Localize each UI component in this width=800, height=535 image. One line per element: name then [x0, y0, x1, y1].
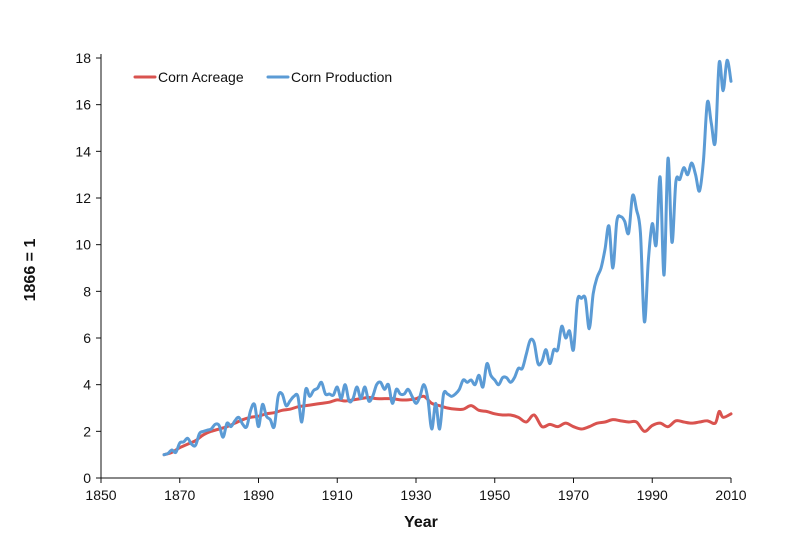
x-axis-title: Year — [404, 514, 438, 531]
y-tick-label: 16 — [75, 97, 91, 113]
legend-label-corn-acreage: Corn Acreage — [158, 69, 244, 85]
x-tick-label: 2010 — [715, 487, 746, 503]
y-tick-label: 4 — [83, 377, 91, 393]
x-tick-label: 1990 — [637, 487, 668, 503]
y-tick-label: 14 — [75, 143, 91, 159]
y-tick-label: 0 — [83, 470, 91, 486]
x-tick-label: 1970 — [558, 487, 589, 503]
y-tick-label: 10 — [75, 237, 91, 253]
x-tick-label: 1850 — [85, 487, 116, 503]
x-tick-label: 1930 — [400, 487, 431, 503]
y-tick-label: 18 — [75, 50, 91, 66]
series-lines — [162, 58, 733, 457]
legend-label-corn-production: Corn Production — [291, 69, 392, 85]
y-tick-label: 6 — [83, 330, 91, 346]
series-line-corn-acreage — [162, 394, 733, 457]
x-tick-label: 1950 — [479, 487, 510, 503]
y-axis-title: 1866 = 1 — [22, 239, 39, 302]
y-tick-label: 8 — [83, 283, 91, 299]
x-tick-label: 1910 — [322, 487, 353, 503]
legend: Corn Acreage Corn Production — [133, 69, 392, 85]
axes: 0 2 4 6 8 10 12 14 16 18 1850 1870 1890 1910 1930 1950 1… — [75, 50, 746, 503]
x-tick-label: 1870 — [164, 487, 195, 503]
x-tick-label: 1890 — [243, 487, 274, 503]
series-line-corn-production — [162, 58, 733, 457]
y-tick-label: 12 — [75, 190, 91, 206]
y-tick-label: 2 — [83, 423, 91, 439]
